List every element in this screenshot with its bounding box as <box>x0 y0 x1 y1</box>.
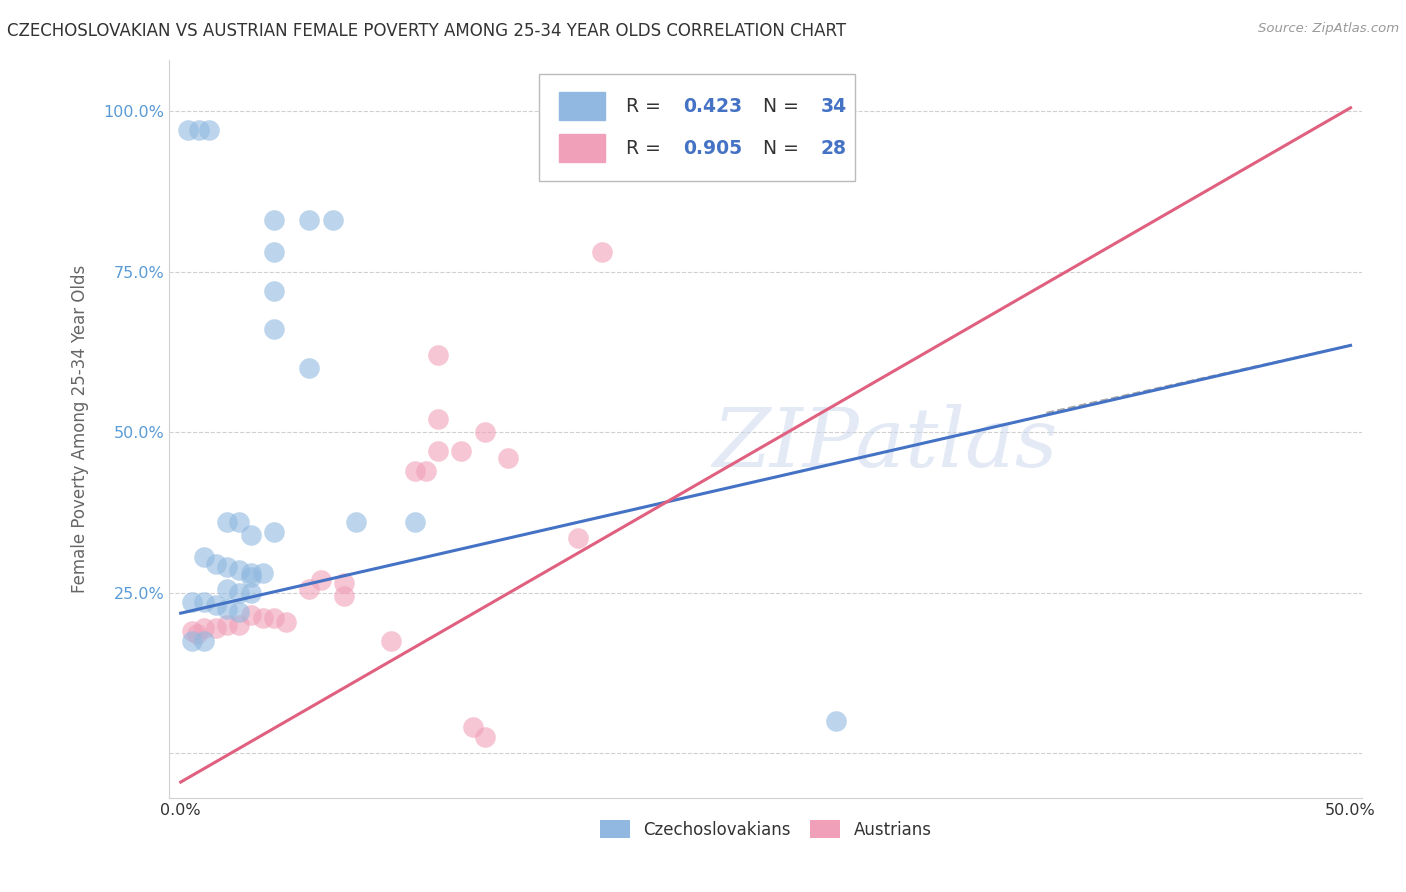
Y-axis label: Female Poverty Among 25-34 Year Olds: Female Poverty Among 25-34 Year Olds <box>72 265 89 593</box>
Text: ZIPatlas: ZIPatlas <box>713 404 1057 483</box>
Point <box>193 550 215 565</box>
Text: R =: R = <box>626 96 666 116</box>
Text: 28: 28 <box>821 139 846 158</box>
Point <box>228 563 250 577</box>
Point <box>204 621 226 635</box>
Point <box>474 425 496 439</box>
Point <box>217 560 239 574</box>
Point <box>217 601 239 615</box>
Text: CZECHOSLOVAKIAN VS AUSTRIAN FEMALE POVERTY AMONG 25-34 YEAR OLDS CORRELATION CHA: CZECHOSLOVAKIAN VS AUSTRIAN FEMALE POVER… <box>7 22 846 40</box>
Point <box>252 566 274 581</box>
Point <box>228 605 250 619</box>
Point <box>824 714 846 728</box>
Point <box>427 412 450 426</box>
Point <box>239 528 262 542</box>
Point <box>217 515 239 529</box>
Point <box>309 573 332 587</box>
Point <box>186 627 208 641</box>
Point <box>298 213 321 227</box>
Point <box>177 123 200 137</box>
Point <box>263 611 285 625</box>
Text: R =: R = <box>626 139 666 158</box>
Point <box>567 531 589 545</box>
Point <box>322 213 344 227</box>
Point <box>217 582 239 597</box>
Point <box>228 617 250 632</box>
Point <box>239 566 262 581</box>
Text: 34: 34 <box>821 96 846 116</box>
Point <box>333 589 356 603</box>
FancyBboxPatch shape <box>560 134 605 162</box>
Point <box>217 617 239 632</box>
Point <box>252 611 274 625</box>
Point <box>193 595 215 609</box>
Point <box>263 322 285 336</box>
Point <box>298 582 321 597</box>
Point <box>474 730 496 744</box>
Point <box>239 585 262 599</box>
Point <box>204 557 226 571</box>
Point <box>263 284 285 298</box>
FancyBboxPatch shape <box>560 92 605 120</box>
Point <box>181 633 204 648</box>
Point <box>193 621 215 635</box>
Point <box>204 599 226 613</box>
Point <box>427 348 450 362</box>
Point <box>450 444 472 458</box>
Point <box>263 213 285 227</box>
Point <box>404 464 426 478</box>
Point <box>228 515 250 529</box>
Point <box>181 595 204 609</box>
Point <box>333 576 356 591</box>
Point <box>263 524 285 539</box>
FancyBboxPatch shape <box>538 74 855 181</box>
Text: N =: N = <box>763 139 806 158</box>
Point <box>274 615 297 629</box>
Point <box>239 569 262 583</box>
Legend: Czechoslovakians, Austrians: Czechoslovakians, Austrians <box>593 814 938 846</box>
Point <box>380 633 402 648</box>
Text: 0.905: 0.905 <box>683 139 742 158</box>
Point <box>463 721 485 735</box>
Point <box>496 450 519 465</box>
Point <box>228 585 250 599</box>
Point <box>344 515 367 529</box>
Point <box>404 515 426 529</box>
Point <box>427 444 450 458</box>
Point <box>193 633 215 648</box>
Text: 0.423: 0.423 <box>683 96 742 116</box>
Point <box>415 464 437 478</box>
Point <box>197 123 219 137</box>
Text: Source: ZipAtlas.com: Source: ZipAtlas.com <box>1258 22 1399 36</box>
Point <box>298 360 321 375</box>
Point <box>181 624 204 639</box>
Point <box>239 608 262 623</box>
Point <box>188 123 211 137</box>
Point <box>263 245 285 260</box>
Point <box>591 245 613 260</box>
Text: N =: N = <box>763 96 806 116</box>
